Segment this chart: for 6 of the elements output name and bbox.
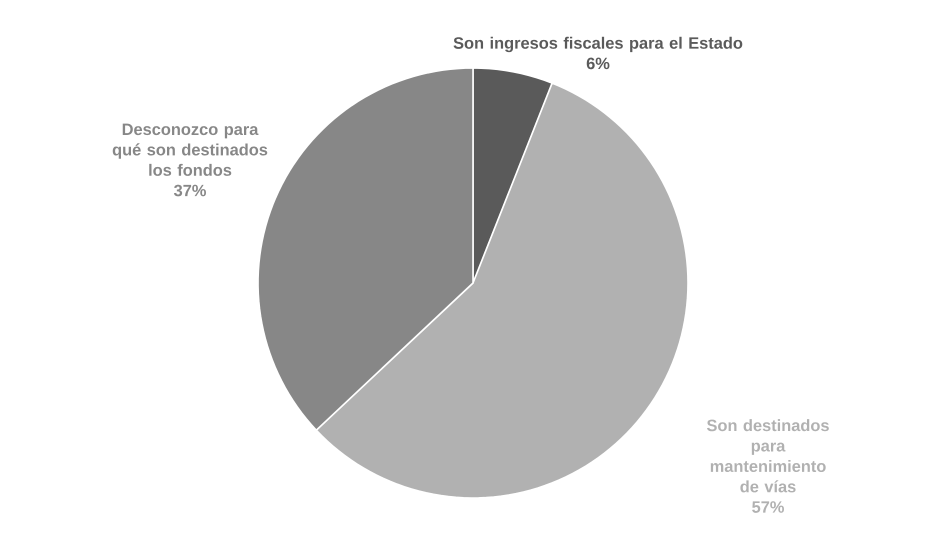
data-label: 6%	[586, 58, 610, 70]
data-label: 57%	[752, 501, 784, 513]
slice-label: Son ingresos fiscales para el Estado	[454, 36, 742, 52]
data-label: 37%	[174, 184, 206, 196]
slice-label: Desconozco para qué son destinados los fondos	[112, 124, 268, 176]
slice-label: Son destinados para mantenimiento de vías	[706, 419, 829, 492]
